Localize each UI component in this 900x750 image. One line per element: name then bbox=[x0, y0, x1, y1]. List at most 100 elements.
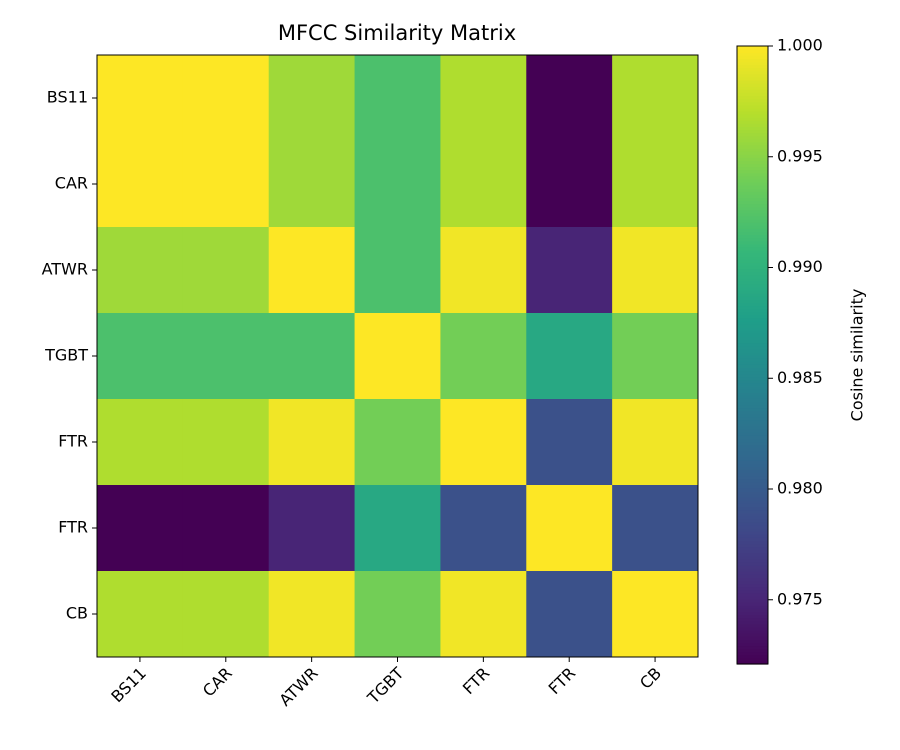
colorbar-slice bbox=[737, 361, 768, 365]
colorbar-slice bbox=[737, 290, 768, 294]
colorbar-slice bbox=[737, 256, 768, 260]
colorbar-slice bbox=[737, 169, 768, 174]
colorbar-slice bbox=[737, 475, 768, 480]
colorbar-slice bbox=[737, 311, 768, 316]
colorbar-slice bbox=[737, 654, 768, 659]
colorbar-slice bbox=[737, 379, 768, 384]
colorbar-slice bbox=[737, 141, 768, 146]
colorbar-slice bbox=[737, 608, 768, 613]
colorbar-slice bbox=[737, 336, 768, 341]
colorbar-slice bbox=[737, 577, 768, 582]
colorbar-slice bbox=[737, 222, 768, 226]
colorbar-frame bbox=[736, 45, 769, 665]
colorbar-label: Cosine similarity bbox=[848, 289, 867, 422]
colorbar-slice bbox=[737, 268, 768, 273]
heatmap-cell bbox=[268, 55, 356, 142]
colorbar-slice bbox=[737, 147, 768, 152]
colorbar-tick-label: 0.990 bbox=[777, 257, 823, 276]
colorbar-slice bbox=[737, 249, 768, 254]
heatmap-cell bbox=[354, 571, 441, 658]
y-tick-label: FTR bbox=[58, 518, 88, 537]
colorbar-slice bbox=[737, 175, 768, 180]
colorbar-slice bbox=[737, 469, 768, 474]
colorbar-slice bbox=[737, 503, 768, 508]
colorbar-slice bbox=[737, 151, 768, 155]
colorbar-slice bbox=[737, 478, 768, 483]
colorbar-slice bbox=[737, 546, 768, 551]
colorbar-slice bbox=[737, 512, 768, 517]
colorbar-slice bbox=[737, 132, 768, 137]
colorbar-slice bbox=[737, 419, 768, 424]
colorbar-slice bbox=[737, 228, 768, 232]
colorbar-slice bbox=[737, 410, 768, 415]
colorbar-slice bbox=[737, 64, 768, 69]
colorbar-slice bbox=[737, 373, 768, 378]
heatmap-cell bbox=[526, 141, 613, 228]
colorbar-slice bbox=[737, 620, 768, 625]
colorbar-slice bbox=[737, 339, 768, 344]
colorbar-slice bbox=[737, 487, 768, 492]
colorbar-slice bbox=[737, 376, 768, 381]
colorbar-slice bbox=[737, 395, 768, 399]
heatmap-cell bbox=[268, 313, 356, 400]
colorbar-slice bbox=[737, 101, 768, 106]
colorbar-slice bbox=[737, 79, 768, 84]
y-tick-label: FTR bbox=[58, 432, 88, 451]
colorbar-slice bbox=[737, 185, 768, 189]
colorbar-slice bbox=[737, 639, 768, 643]
colorbar-slice bbox=[737, 234, 768, 239]
colorbar-slice bbox=[737, 657, 768, 662]
colorbar-slice bbox=[737, 92, 768, 97]
colorbar-slice bbox=[737, 46, 768, 50]
colorbar-slice bbox=[737, 123, 768, 127]
colorbar-slice bbox=[737, 534, 768, 538]
colorbar-slice bbox=[737, 636, 768, 640]
colorbar-slice bbox=[737, 481, 768, 486]
heatmap-cell bbox=[526, 485, 613, 572]
heatmap-cell bbox=[440, 227, 527, 314]
colorbar-slice bbox=[737, 466, 768, 470]
heatmap-cell bbox=[182, 55, 270, 142]
colorbar-slice bbox=[737, 599, 768, 603]
heatmap-cell bbox=[268, 399, 356, 486]
heatmap-cell bbox=[440, 141, 527, 228]
heatmap-cell bbox=[526, 227, 613, 314]
colorbar-slice bbox=[737, 117, 768, 121]
x-tick-label: FTR bbox=[459, 664, 494, 699]
colorbar-slice bbox=[737, 355, 768, 359]
heatmap-cell bbox=[526, 55, 613, 142]
heatmap-cell bbox=[612, 141, 699, 228]
colorbar-slice bbox=[737, 330, 768, 334]
colorbar-slice bbox=[737, 404, 768, 409]
colorbar-slice bbox=[737, 463, 768, 467]
x-tick-label: FTR bbox=[545, 664, 580, 699]
heatmap-cell bbox=[97, 141, 184, 228]
colorbar-slice bbox=[737, 633, 768, 637]
colorbar-slice bbox=[737, 472, 768, 477]
colorbar-slice bbox=[737, 308, 768, 313]
colorbar-slice bbox=[737, 237, 768, 242]
colorbar-slice bbox=[737, 450, 768, 455]
colorbar-slice bbox=[737, 602, 768, 606]
colorbar-slice bbox=[737, 265, 768, 270]
colorbar-slice bbox=[737, 453, 768, 458]
heatmap-cell bbox=[182, 571, 270, 658]
colorbar-slice bbox=[737, 645, 768, 650]
colorbar-slice bbox=[737, 191, 768, 195]
colorbar-slice bbox=[737, 429, 768, 433]
colorbar-slice bbox=[737, 518, 768, 523]
colorbar-slice bbox=[737, 209, 768, 214]
colorbar-slice bbox=[737, 630, 768, 634]
heatmap-cell bbox=[354, 141, 441, 228]
colorbar-slice bbox=[737, 456, 768, 461]
colorbar-slice bbox=[737, 596, 768, 600]
heatmap-cell bbox=[354, 55, 441, 142]
x-tick-label: BS11 bbox=[107, 664, 150, 707]
heatmap-cell bbox=[97, 571, 184, 658]
heatmap-cell bbox=[612, 399, 699, 486]
heatmap-cell bbox=[182, 227, 270, 314]
colorbar-slice bbox=[737, 413, 768, 418]
colorbar-tick-label: 0.985 bbox=[777, 368, 823, 387]
colorbar-slice bbox=[737, 484, 768, 489]
heatmap-cell bbox=[526, 399, 613, 486]
